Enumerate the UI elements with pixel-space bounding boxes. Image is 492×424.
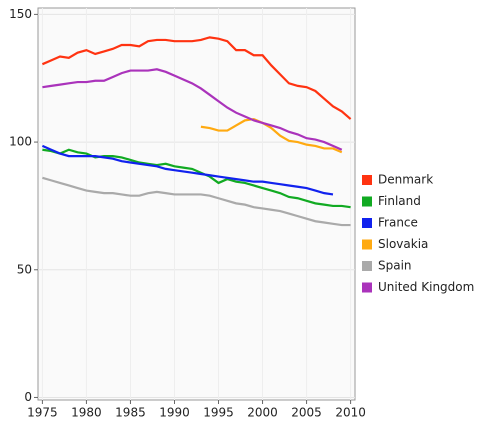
legend-label: United Kingdom: [378, 280, 474, 294]
legend-label: Finland: [378, 194, 421, 208]
series-line: [41, 144, 334, 196]
x-tick-label: 1980: [71, 406, 102, 420]
x-tick-label: 1975: [27, 406, 58, 420]
series-line: [41, 36, 352, 120]
x-tick-label: 2005: [291, 406, 322, 420]
legend-label: Denmark: [378, 173, 433, 187]
y-tick-label: 100: [9, 135, 32, 149]
y-tick-label: 150: [9, 7, 32, 21]
x-tick-label: 1995: [203, 406, 234, 420]
series-line: [200, 117, 343, 154]
legend-swatch: [362, 282, 372, 293]
legend-label: Slovakia: [378, 237, 428, 251]
legend-swatch: [362, 196, 372, 207]
x-tick-label: 1985: [115, 406, 146, 420]
y-tick-label: 0: [24, 390, 32, 404]
legend-swatch: [362, 239, 372, 250]
x-tick-label: 2000: [247, 406, 278, 420]
x-tick-label: 1990: [159, 406, 190, 420]
legend-swatch: [362, 218, 372, 228]
series-line: [42, 176, 351, 227]
legend-label: Spain: [378, 259, 412, 273]
legend-swatch: [362, 175, 372, 185]
legend-label: France: [378, 216, 418, 230]
x-tick-label: 2010: [335, 406, 366, 420]
plot-area: [37, 7, 356, 401]
legend-swatch: [362, 261, 372, 271]
y-tick-label: 50: [17, 262, 32, 276]
series-line: [42, 68, 343, 151]
